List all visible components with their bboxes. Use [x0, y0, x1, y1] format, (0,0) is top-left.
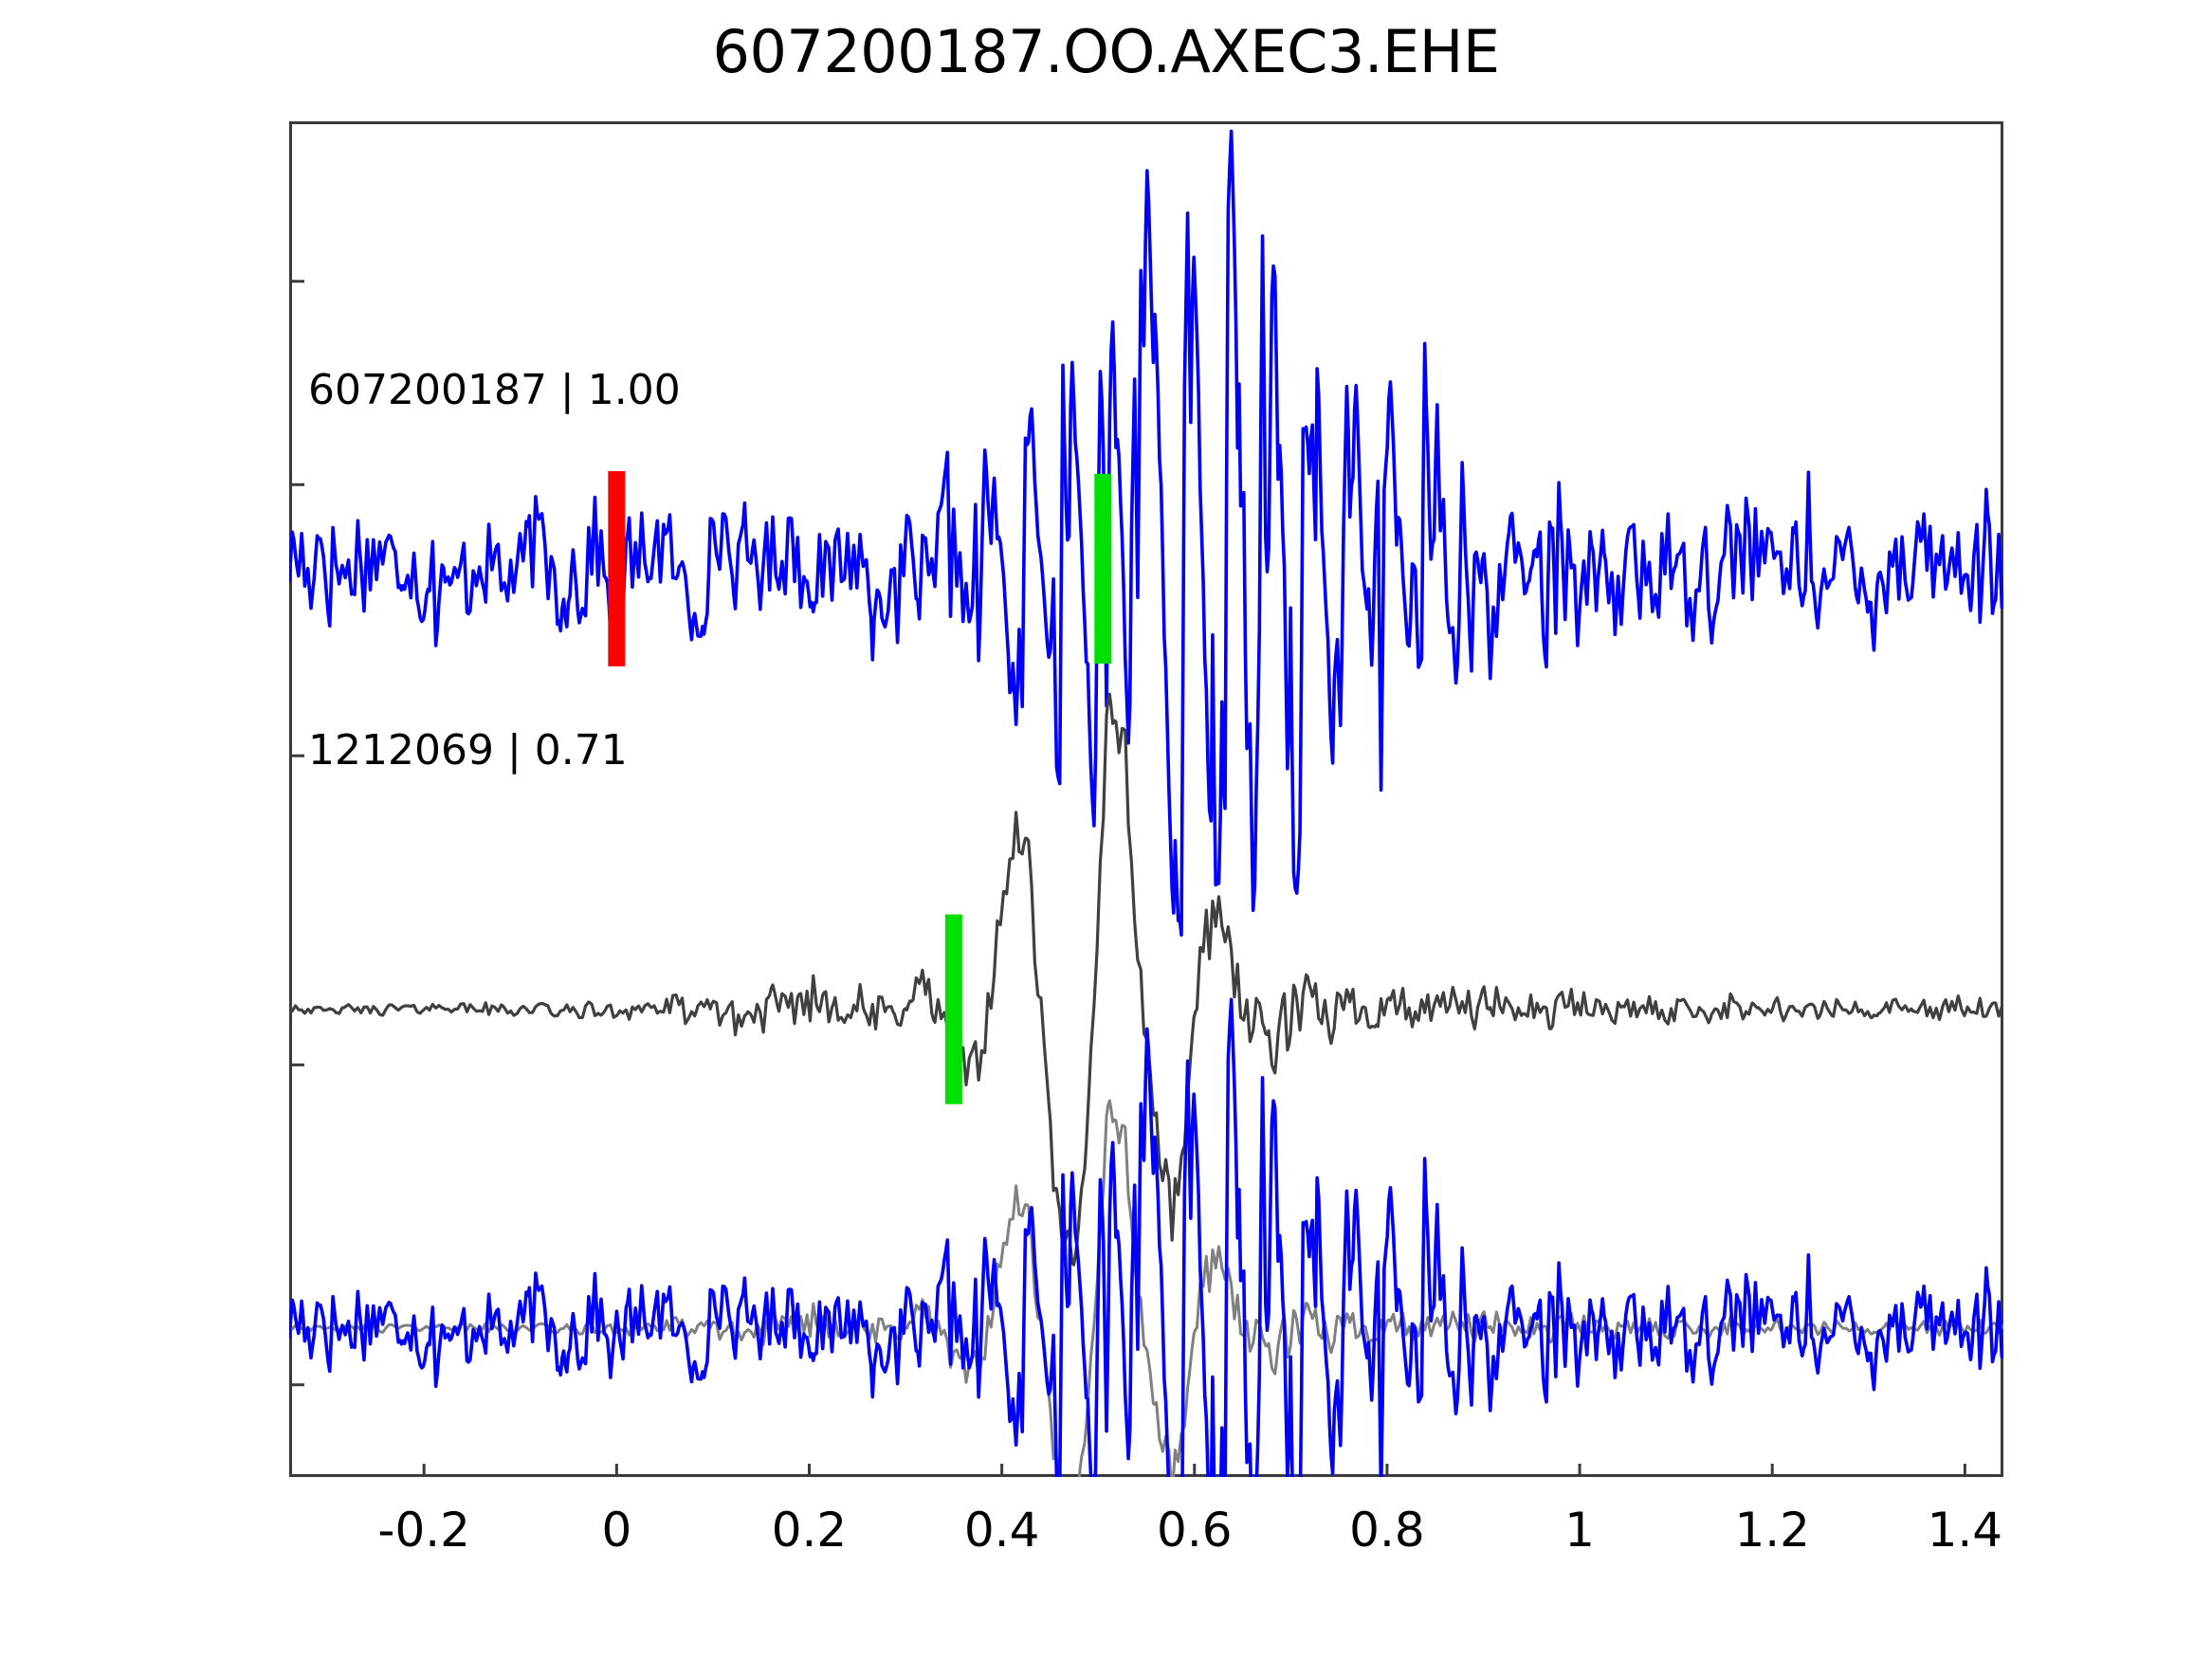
plot-area: 607200187 | 1.00 1212069 | 0.71 — [289, 121, 2003, 1477]
panel-template — [289, 129, 2003, 938]
waveform-path-607200187-overlay — [289, 997, 2003, 1477]
page-title: 607200187.OO.AXEC3.EHE — [712, 17, 1501, 86]
x-tick-label: 1.2 — [1734, 1503, 1810, 1558]
x-tick-label: 0 — [601, 1503, 632, 1558]
x-tick-label: 1.4 — [1927, 1503, 2003, 1558]
pick-marker-s-pick — [944, 914, 962, 1104]
panel-overlay — [289, 997, 2003, 1477]
x-tick-label: 0.8 — [1349, 1503, 1425, 1558]
waveform-path-1212069 — [289, 692, 2003, 1267]
pick-marker-s-pick — [1094, 473, 1112, 664]
trace-label-template: 607200187 | 1.00 — [308, 366, 681, 414]
x-tick-label: -0.2 — [377, 1503, 470, 1558]
pick-marker-p-pick — [608, 470, 626, 666]
x-tick-label: 0.4 — [963, 1503, 1040, 1558]
trace-label-detection: 1212069 | 0.71 — [308, 726, 628, 775]
x-tick-label: 0.6 — [1157, 1503, 1233, 1558]
x-tick-label: 1 — [1564, 1503, 1595, 1558]
waveform-canvas — [289, 129, 2003, 1477]
x-tick-label: 0.2 — [771, 1503, 848, 1558]
waveform-path-607200187 — [289, 129, 2003, 938]
panel-detection — [289, 692, 2003, 1267]
plot-frame — [289, 121, 2003, 1477]
